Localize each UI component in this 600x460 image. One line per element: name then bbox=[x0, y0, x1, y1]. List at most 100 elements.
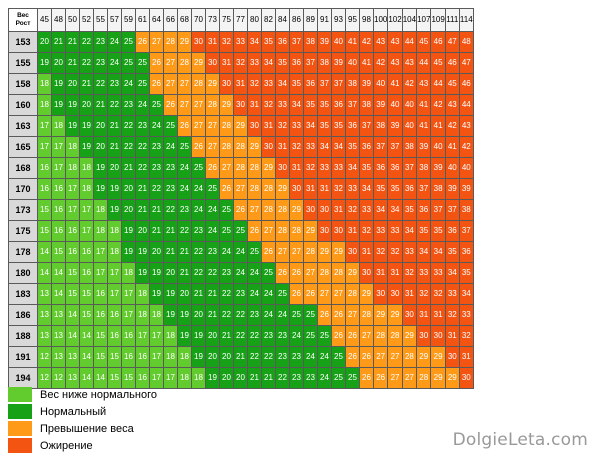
bmi-cell: 29 bbox=[401, 325, 418, 347]
bmi-cell: 32 bbox=[247, 73, 262, 95]
bmi-cell: 20 bbox=[93, 115, 108, 137]
bmi-cell: 20 bbox=[93, 136, 108, 158]
bmi-cell: 29 bbox=[359, 283, 374, 305]
table-row: 158 18 19 20 21 22 23 24 25 26 27 27 28 29 30 31 32 33 34 3… bbox=[8, 73, 474, 95]
bmi-cell: 28 bbox=[359, 304, 374, 326]
bmi-cell: 29 bbox=[345, 262, 360, 284]
bmi-cell: 18 bbox=[163, 346, 178, 368]
bmi-table: Вес Рост 45 48 50 52 55 57 59 61 64 66 68 70 73 75 77 8… bbox=[8, 8, 474, 389]
bmi-cell: 24 bbox=[317, 346, 332, 368]
bmi-cell: 24 bbox=[247, 262, 262, 284]
bmi-cell: 32 bbox=[458, 325, 474, 347]
bmi-cell: 34 bbox=[430, 241, 446, 263]
bmi-cell: 30 bbox=[430, 325, 446, 347]
bmi-cell: 31 bbox=[458, 346, 474, 368]
bmi-cell: 21 bbox=[233, 346, 248, 368]
table-row: 186 13 13 14 15 16 16 17 18 18 19 19 20 21 22 22 23 24 24 2… bbox=[8, 304, 474, 326]
bmi-cell: 32 bbox=[233, 52, 248, 74]
weight-header-cell: 68 bbox=[177, 8, 192, 32]
bmi-cell: 35 bbox=[345, 136, 360, 158]
bmi-cell: 38 bbox=[416, 157, 432, 179]
bmi-cell: 19 bbox=[79, 115, 94, 137]
bmi-cell: 39 bbox=[387, 115, 403, 137]
bmi-cell: 31 bbox=[247, 94, 262, 116]
bmi-cell: 31 bbox=[275, 136, 290, 158]
bmi-cell: 18 bbox=[177, 367, 192, 389]
bmi-cell: 22 bbox=[121, 115, 136, 137]
bmi-cell: 18 bbox=[107, 241, 122, 263]
bmi-cell: 44 bbox=[416, 52, 432, 74]
bmi-cell: 32 bbox=[372, 241, 389, 263]
weight-header-cell: 45 bbox=[37, 8, 52, 32]
bmi-cell: 30 bbox=[233, 94, 248, 116]
table-row: 170 16 16 17 18 19 19 20 21 22 23 24 24 25 26 27 28 28 29 3… bbox=[8, 178, 474, 200]
bmi-cell: 30 bbox=[317, 220, 332, 242]
height-header-cell: 160 bbox=[8, 94, 38, 116]
bmi-cell: 17 bbox=[37, 115, 52, 137]
legend-item: Нормальный bbox=[8, 403, 157, 420]
bmi-cell: 25 bbox=[303, 304, 318, 326]
bmi-cell: 19 bbox=[163, 304, 178, 326]
bmi-cell: 40 bbox=[444, 157, 460, 179]
bmi-cell: 33 bbox=[444, 283, 460, 305]
bmi-cell: 21 bbox=[135, 199, 150, 221]
weight-header-cell: 102 bbox=[387, 8, 403, 32]
bmi-cell: 28 bbox=[247, 178, 262, 200]
bmi-cell: 23 bbox=[261, 325, 276, 347]
table-row: 194 12 12 13 14 14 15 15 16 17 17 18 18 19 20 20 21 21 22 2… bbox=[8, 367, 474, 389]
bmi-cell: 18 bbox=[149, 304, 164, 326]
bmi-cell: 32 bbox=[303, 157, 318, 179]
bmi-cell: 42 bbox=[359, 31, 374, 53]
legend-label: Превышение веса bbox=[40, 422, 134, 435]
bmi-cell: 27 bbox=[261, 220, 276, 242]
table-row: 163 17 18 19 19 20 21 22 23 24 25 26 27 27 28 29 30 31 32 3… bbox=[8, 115, 474, 137]
bmi-cell: 22 bbox=[233, 325, 248, 347]
table-row: 168 16 17 18 18 19 20 21 22 23 23 24 25 26 27 28 28 29 30 3… bbox=[8, 157, 474, 179]
bmi-cell: 31 bbox=[289, 157, 304, 179]
bmi-cell: 24 bbox=[289, 325, 304, 347]
bmi-cell: 25 bbox=[331, 367, 346, 389]
bmi-cell: 12 bbox=[37, 367, 52, 389]
bmi-cell: 19 bbox=[121, 241, 136, 263]
bmi-cell: 23 bbox=[191, 220, 206, 242]
bmi-cell: 21 bbox=[205, 283, 220, 305]
table-row: 173 15 16 17 17 18 19 20 21 21 22 23 24 24 25 26 27 28 28 2… bbox=[8, 199, 474, 221]
bmi-cell: 21 bbox=[205, 304, 220, 326]
bmi-cell: 15 bbox=[107, 367, 122, 389]
bmi-cell: 34 bbox=[247, 31, 262, 53]
bmi-cell: 25 bbox=[331, 346, 346, 368]
bmi-cell: 32 bbox=[275, 115, 290, 137]
bmi-cell: 23 bbox=[163, 178, 178, 200]
bmi-cell: 26 bbox=[163, 94, 178, 116]
bmi-cell: 27 bbox=[372, 346, 389, 368]
bmi-cell: 24 bbox=[233, 262, 248, 284]
bmi-cell: 21 bbox=[177, 262, 192, 284]
bmi-cell: 23 bbox=[303, 367, 318, 389]
bmi-cell: 31 bbox=[261, 115, 276, 137]
bmi-cell: 16 bbox=[65, 241, 80, 263]
height-header-cell: 163 bbox=[8, 115, 38, 137]
bmi-cell: 32 bbox=[430, 283, 446, 305]
bmi-cell: 26 bbox=[149, 73, 164, 95]
bmi-cell: 23 bbox=[289, 346, 304, 368]
weight-header-cell: 84 bbox=[275, 8, 290, 32]
bmi-cell: 30 bbox=[359, 262, 374, 284]
height-header-cell: 173 bbox=[8, 199, 38, 221]
bmi-cell: 19 bbox=[65, 94, 80, 116]
bmi-cell: 42 bbox=[430, 94, 446, 116]
bmi-cell: 17 bbox=[79, 199, 94, 221]
weight-header-cell: 95 bbox=[345, 8, 360, 32]
bmi-cell: 25 bbox=[303, 325, 318, 347]
bmi-cell: 40 bbox=[430, 136, 446, 158]
bmi-cell: 14 bbox=[79, 367, 94, 389]
height-header-cell: 158 bbox=[8, 73, 38, 95]
height-header-cell: 183 bbox=[8, 283, 38, 305]
bmi-cell: 14 bbox=[37, 262, 52, 284]
bmi-cell: 30 bbox=[317, 199, 332, 221]
bmi-cell: 38 bbox=[430, 178, 446, 200]
bmi-cell: 22 bbox=[191, 262, 206, 284]
weight-header-cell: 48 bbox=[51, 8, 66, 32]
weight-header-cell: 55 bbox=[93, 8, 108, 32]
bmi-cell: 23 bbox=[289, 367, 304, 389]
bmi-cell: 28 bbox=[177, 52, 192, 74]
